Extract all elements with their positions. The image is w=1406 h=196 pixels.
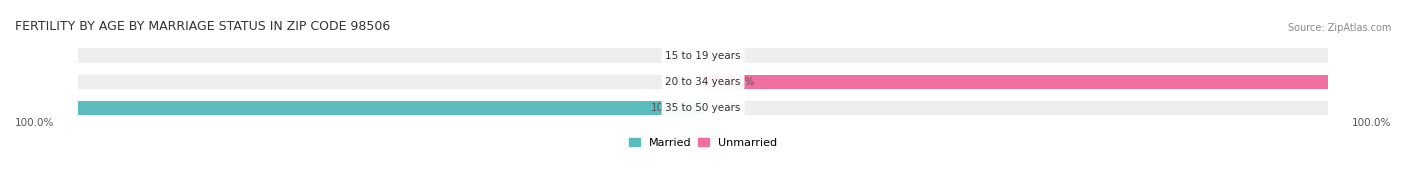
- Bar: [77, 101, 703, 115]
- Text: 100.0%: 100.0%: [1351, 118, 1391, 128]
- Text: 15 to 19 years: 15 to 19 years: [665, 51, 741, 61]
- Text: 0.0%: 0.0%: [664, 77, 690, 87]
- Text: 20 to 34 years: 20 to 34 years: [665, 77, 741, 87]
- Text: 100.0%: 100.0%: [716, 77, 755, 87]
- Bar: [77, 48, 703, 63]
- Text: 0.0%: 0.0%: [716, 103, 742, 113]
- Bar: [77, 75, 703, 89]
- Bar: [703, 48, 1329, 63]
- Text: FERTILITY BY AGE BY MARRIAGE STATUS IN ZIP CODE 98506: FERTILITY BY AGE BY MARRIAGE STATUS IN Z…: [15, 20, 391, 33]
- Text: 0.0%: 0.0%: [664, 51, 690, 61]
- Text: 35 to 50 years: 35 to 50 years: [665, 103, 741, 113]
- Legend: Married, Unmarried: Married, Unmarried: [630, 138, 776, 148]
- Bar: [703, 75, 1329, 89]
- Bar: [703, 101, 1329, 115]
- Text: 100.0%: 100.0%: [15, 118, 55, 128]
- Bar: [77, 101, 703, 115]
- Text: 100.0%: 100.0%: [651, 103, 690, 113]
- Text: Source: ZipAtlas.com: Source: ZipAtlas.com: [1288, 23, 1391, 33]
- Bar: [703, 75, 1329, 89]
- Text: 0.0%: 0.0%: [716, 51, 742, 61]
